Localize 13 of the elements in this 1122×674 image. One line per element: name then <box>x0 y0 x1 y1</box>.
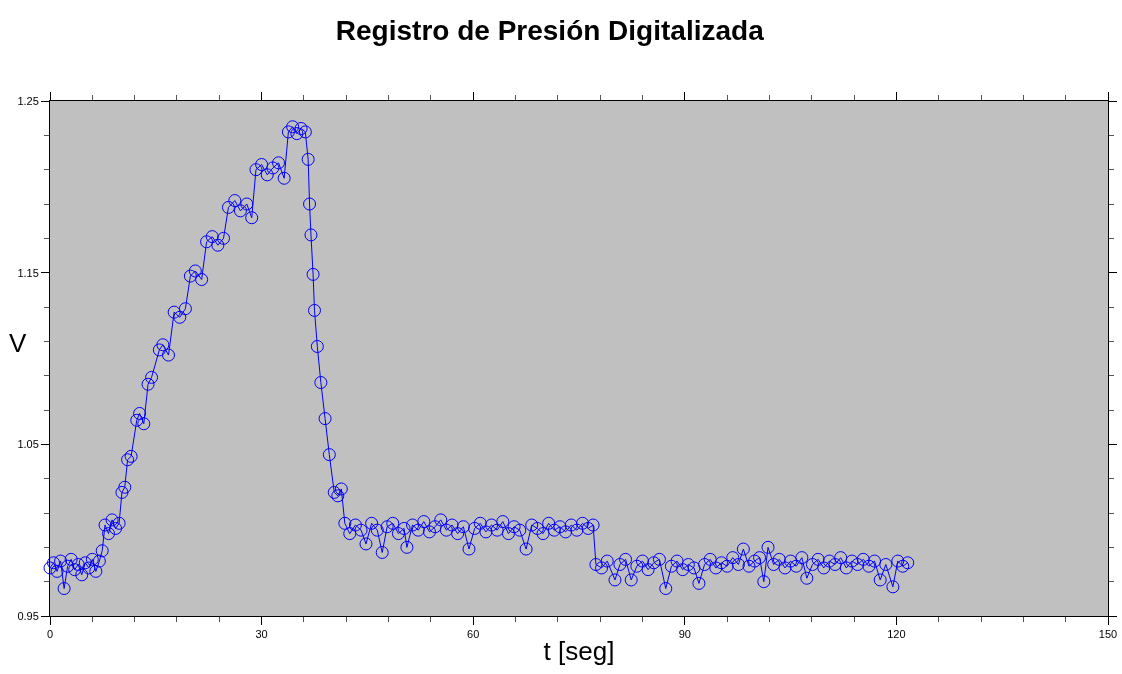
y-axis-title: V <box>9 328 27 358</box>
x-tick-label: 0 <box>46 628 54 641</box>
x-tick-label: 90 <box>678 628 691 641</box>
x-tick-label: 120 <box>887 628 906 641</box>
y-tick-label: 0.95 <box>17 609 39 622</box>
x-tick-label: 150 <box>1098 628 1118 641</box>
chart-title: Registro de Presión Digitalizada <box>335 15 765 47</box>
x-tick-label: 60 <box>467 628 480 641</box>
y-tick-label: 1.25 <box>17 94 39 107</box>
y-tick-label: 1.05 <box>17 438 39 451</box>
x-axis-title: t [seg] <box>543 635 615 666</box>
y-tick-label: 1.15 <box>17 266 39 279</box>
x-tick-label: 30 <box>255 628 268 641</box>
